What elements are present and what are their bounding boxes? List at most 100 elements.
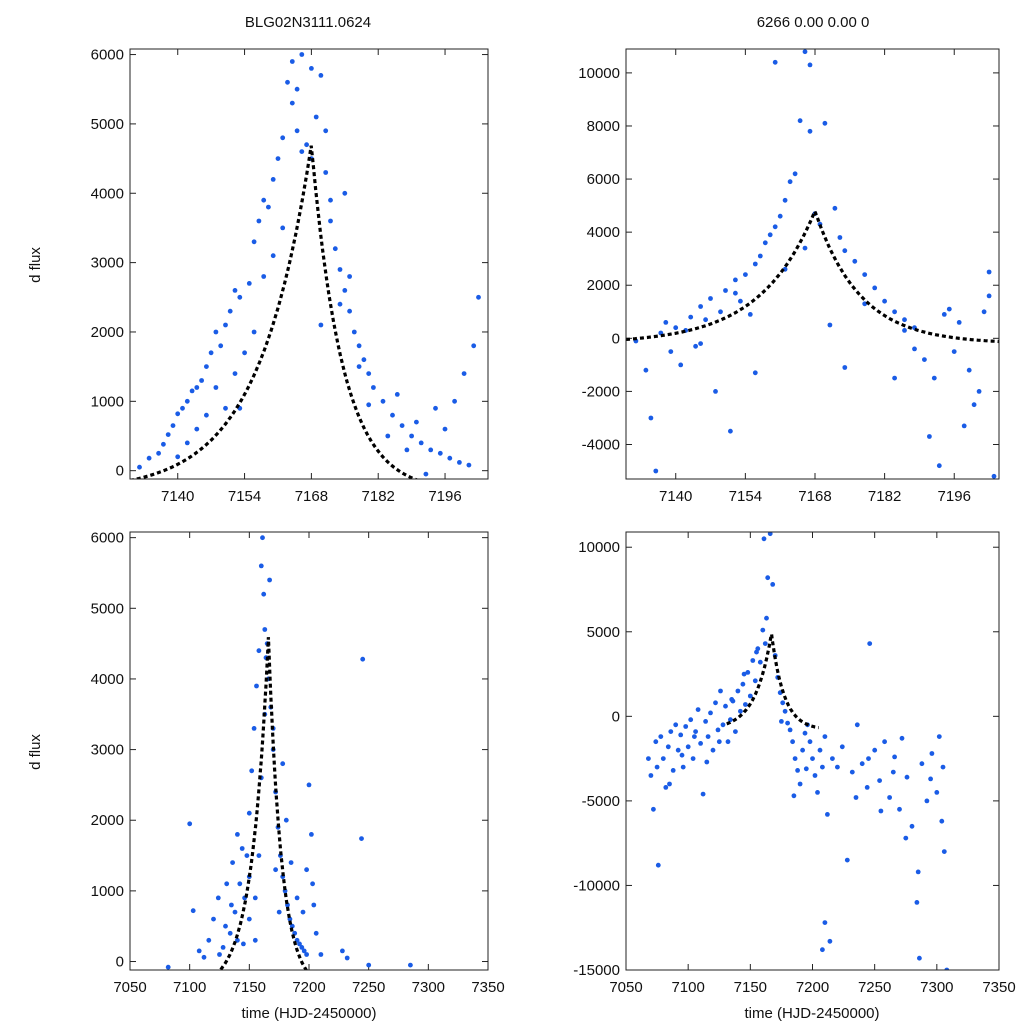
data-point — [757, 253, 763, 259]
data-point — [782, 197, 788, 203]
data-point — [685, 744, 691, 750]
data-point — [237, 881, 243, 887]
y-tick-label: 1000 — [91, 393, 124, 410]
data-point — [194, 385, 200, 390]
data-point — [299, 149, 305, 155]
data-point — [461, 371, 467, 376]
data-point — [723, 703, 728, 709]
data-point — [359, 836, 364, 841]
y-tick-label: -5000 — [582, 793, 620, 810]
data-point — [229, 902, 234, 908]
data-point — [648, 773, 654, 778]
plot-frame — [129, 531, 489, 971]
data-point — [807, 739, 813, 745]
y-tick-label: 4000 — [91, 185, 124, 202]
data-point — [648, 415, 654, 421]
data-point — [651, 806, 656, 812]
data-point — [708, 710, 713, 716]
data-point — [299, 52, 305, 57]
data-point — [934, 790, 940, 795]
y-tick-label: 5000 — [91, 116, 124, 133]
data-point — [752, 678, 758, 684]
x-tick-label: 7300 — [412, 979, 445, 996]
data-point — [693, 343, 698, 349]
y-tick-label: 6000 — [91, 530, 124, 547]
data-point — [718, 309, 723, 315]
x-tick-label: 7140 — [161, 488, 194, 505]
data-point — [914, 900, 920, 905]
data-point — [452, 398, 457, 404]
data-point — [304, 867, 309, 873]
data-point — [820, 947, 825, 953]
data-point — [683, 724, 689, 729]
x-tick-label: 7150 — [734, 979, 767, 996]
data-point — [713, 389, 718, 394]
data-point — [792, 171, 798, 177]
x-tick-label: 7250 — [858, 979, 891, 996]
x-tick-label: 7250 — [352, 979, 385, 996]
data-point — [752, 370, 758, 376]
data-point — [723, 288, 728, 293]
data-point — [825, 812, 830, 817]
model-fit-curve — [130, 145, 420, 479]
data-point — [867, 641, 873, 646]
data-point — [747, 312, 753, 317]
data-point — [777, 213, 783, 219]
data-point — [668, 729, 674, 734]
data-point — [217, 952, 222, 957]
data-point — [404, 447, 410, 453]
data-point — [663, 320, 669, 325]
data-point — [414, 419, 419, 425]
x-tick-label: 7200 — [796, 979, 829, 996]
data-point — [802, 49, 808, 55]
data-point — [466, 462, 472, 468]
data-point — [670, 768, 676, 773]
data-point — [740, 681, 746, 687]
data-point — [232, 909, 238, 915]
data-point — [922, 357, 927, 362]
data-point — [280, 761, 286, 767]
y-tick-label: -4000 — [582, 436, 620, 453]
data-point — [409, 433, 414, 439]
data-point — [260, 535, 265, 541]
data-point — [844, 857, 850, 863]
x-tick-label: 7168 — [295, 488, 328, 505]
data-point — [892, 375, 897, 381]
data-point — [328, 197, 333, 203]
data-point — [903, 835, 909, 841]
data-point — [299, 945, 305, 950]
data-point — [733, 290, 738, 296]
data-point — [976, 389, 982, 394]
data-point — [735, 688, 741, 694]
data-point — [224, 881, 230, 887]
data-point — [703, 719, 708, 724]
data-point — [313, 930, 319, 936]
data-point — [864, 785, 870, 790]
data-point — [266, 204, 271, 210]
y-tick-label: 0 — [612, 330, 620, 347]
data-point — [267, 577, 272, 583]
data-point — [754, 649, 759, 655]
data-point — [853, 795, 859, 800]
data-point — [301, 948, 307, 954]
data-point — [667, 781, 672, 787]
panel-bottom-right: time (HJD-2450000) -15000 -10000 -5000 0 500… — [573, 531, 1016, 1022]
data-point — [772, 224, 778, 230]
data-point — [946, 306, 952, 312]
data-point — [779, 719, 784, 724]
data-point — [761, 536, 767, 542]
data-point — [201, 954, 207, 960]
data-point — [741, 671, 747, 677]
data-point — [986, 293, 992, 299]
data-point — [189, 388, 195, 394]
data-point — [646, 756, 651, 761]
data-point — [196, 948, 202, 954]
data-point — [351, 329, 357, 335]
data-point — [849, 769, 855, 775]
y-tick-label: 2000 — [91, 324, 124, 341]
data-point — [276, 909, 282, 915]
data-point — [218, 343, 224, 349]
data-point — [790, 739, 795, 745]
data-point — [423, 471, 429, 477]
data-point — [966, 367, 972, 373]
